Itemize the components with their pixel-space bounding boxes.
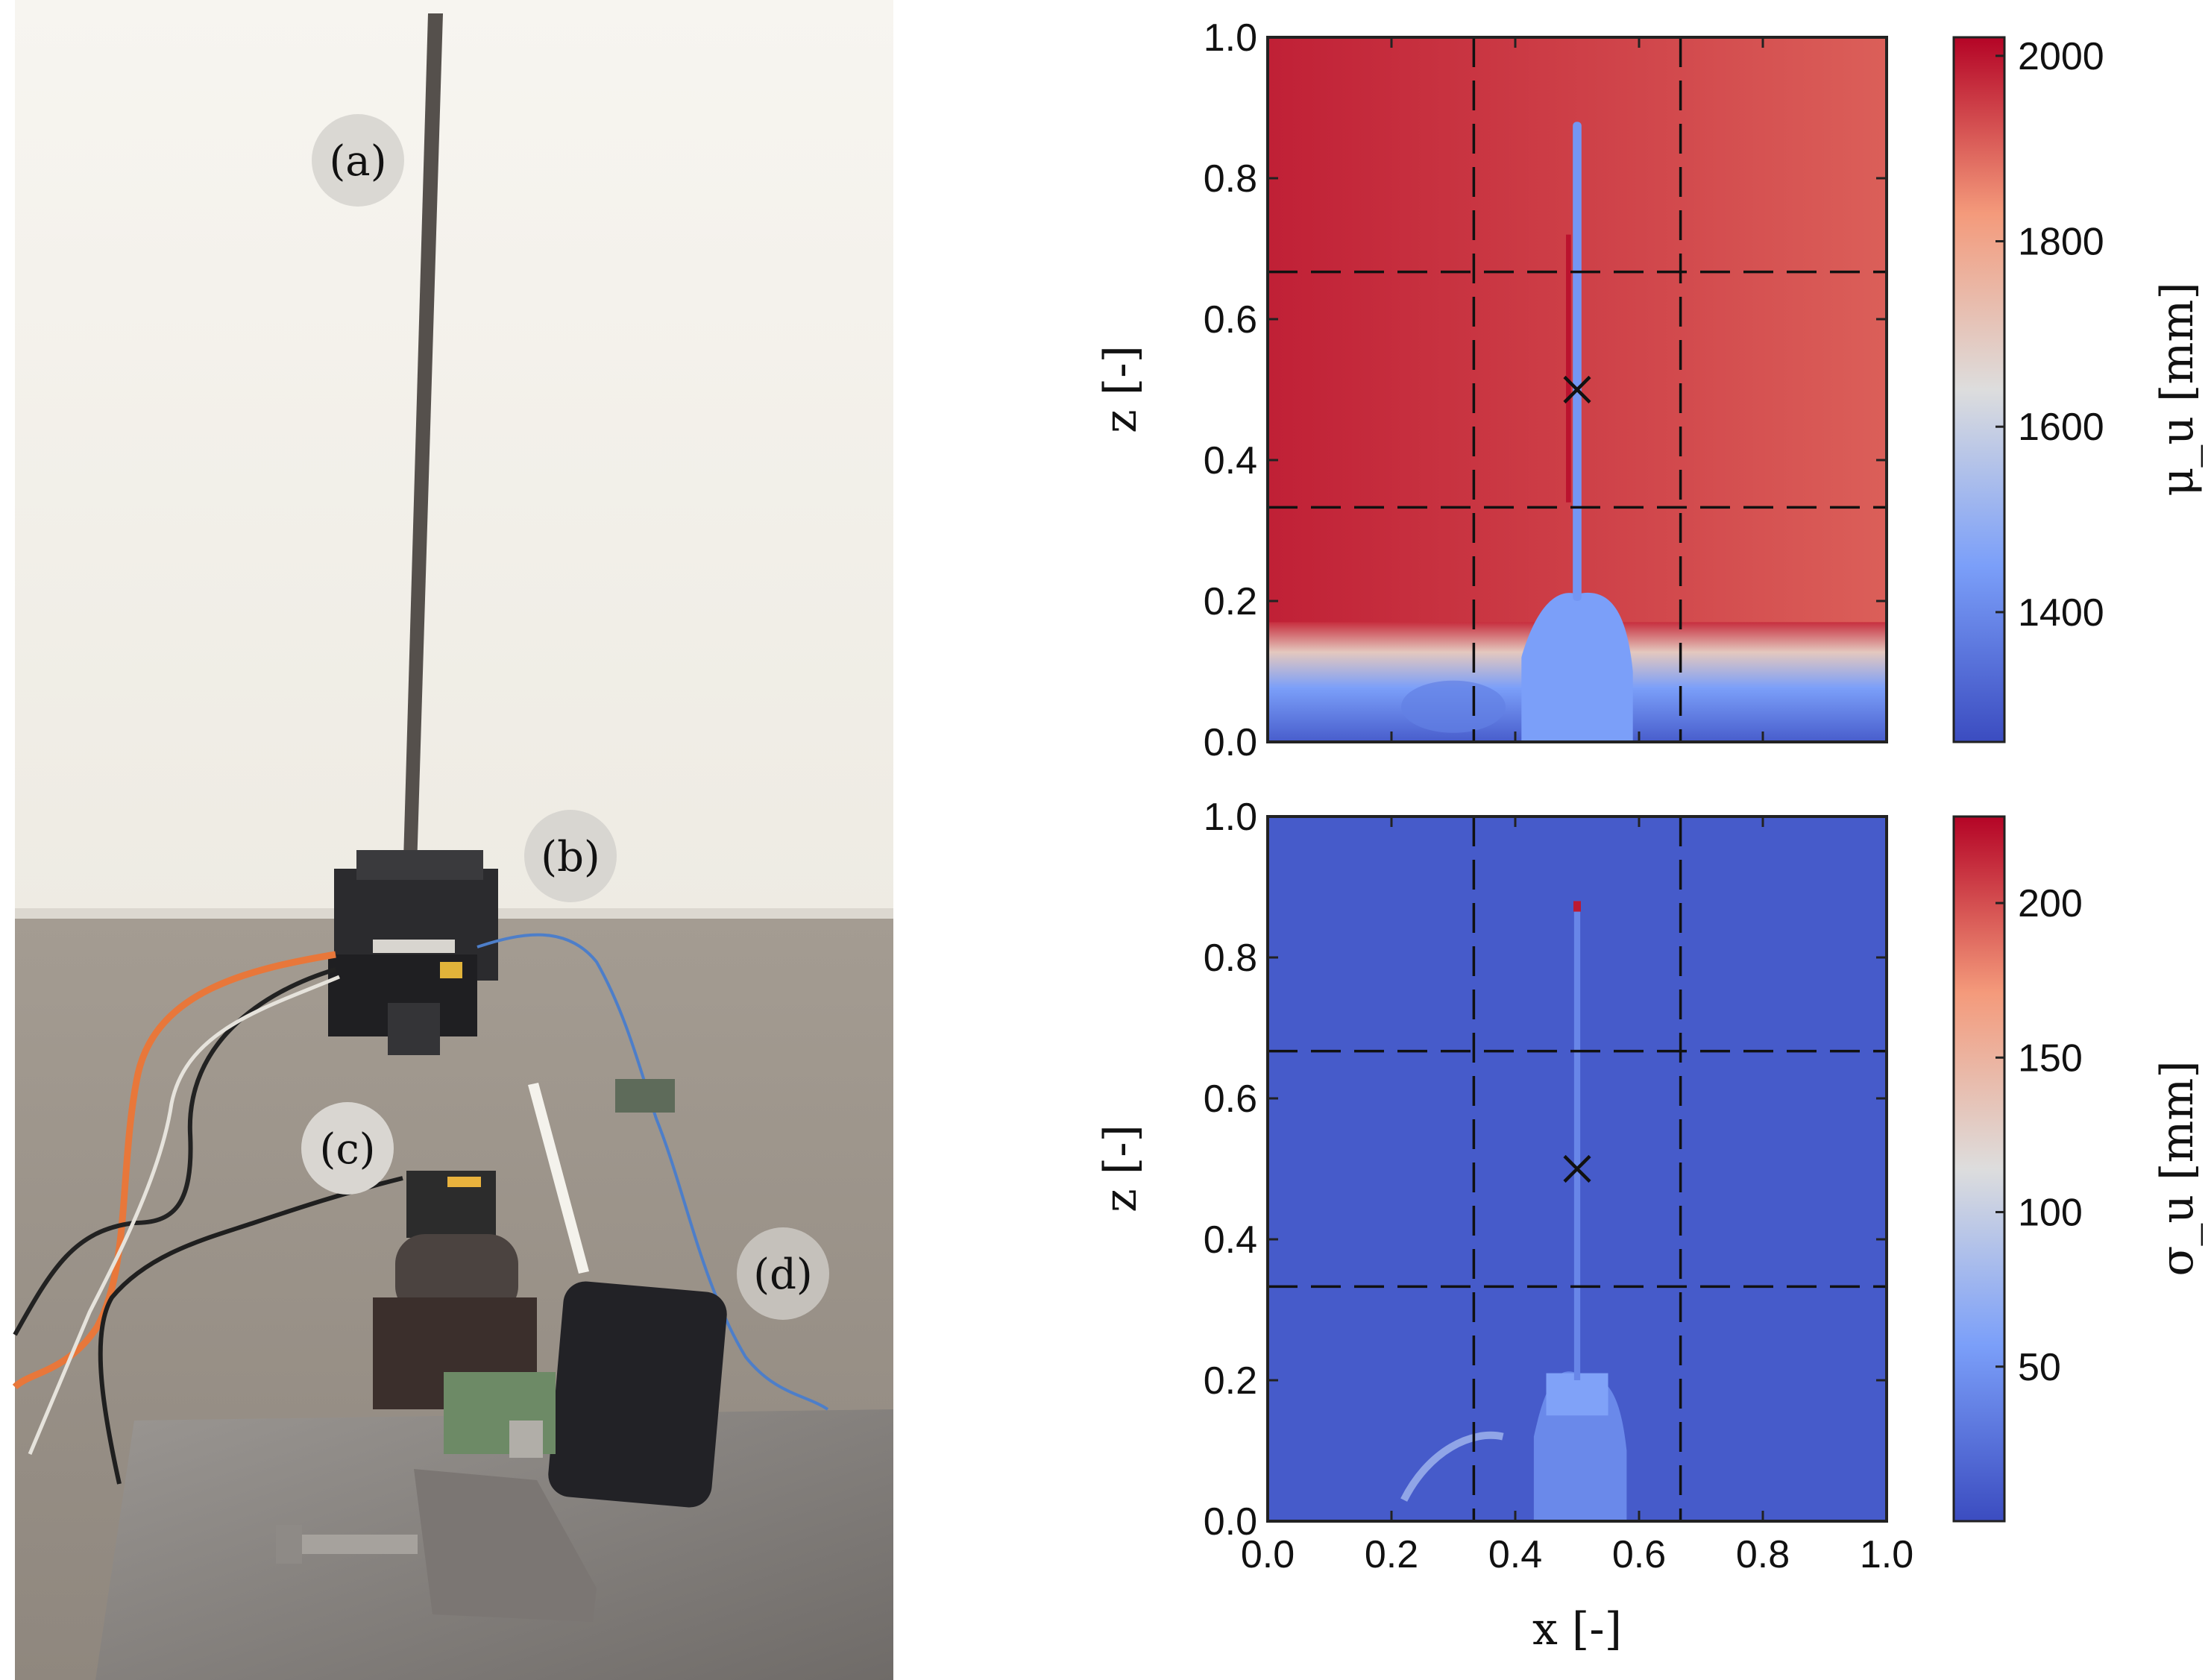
experiment-photo: (a) (b) (c) (d) — [12, 0, 893, 1680]
ytick-label: 0.8 — [1204, 937, 1257, 980]
accelerometer — [615, 1079, 675, 1113]
ytick-label: 0.6 — [1204, 1077, 1257, 1121]
ruler — [528, 1083, 589, 1274]
xtick-label: 1.0 — [1860, 1533, 1913, 1576]
ytick-label: 0.0 — [1204, 721, 1257, 764]
colorbar-tick-label: 100 — [2018, 1192, 2083, 1235]
shaker-stage — [328, 850, 498, 1055]
cross-marker — [1563, 375, 1591, 404]
colorbar-tick-label: 50 — [2018, 1346, 2061, 1389]
colorbar-tick-label: 200 — [2018, 882, 2083, 925]
wall — [15, 0, 893, 917]
panel-top: 0.0 0.2 0.4 0.6 0.8 1.0 1400 1600 1800 2000 — [1204, 16, 2104, 764]
ytick-label: 0.4 — [1204, 439, 1257, 482]
white-cable — [28, 975, 340, 1455]
svg-text:(d): (d) — [753, 1250, 813, 1299]
ytick-label: 0.6 — [1204, 298, 1257, 342]
colorbar — [1952, 36, 2006, 743]
colorbar-tick-label: 1600 — [2018, 406, 2104, 449]
callout-d: (d) — [737, 1227, 829, 1320]
ytick-label: 0.0 — [1204, 1500, 1257, 1544]
ytick-label: 0.4 — [1204, 1218, 1257, 1262]
bottom-ylabel: z [-] — [1095, 1124, 1147, 1212]
clamp-bolt — [509, 1421, 543, 1458]
xtick-label: 0.8 — [1736, 1533, 1790, 1576]
svg-text:μ_u [mm]: μ_u [mm] — [2151, 282, 2204, 496]
colorbar-tick-label: 150 — [2018, 1036, 2083, 1080]
laser-sensor — [373, 1171, 537, 1409]
callout-c: (c) — [301, 1102, 394, 1195]
field-rod — [1573, 122, 1582, 601]
bottom-colorbar-label: σ_u [mm] — [2151, 1060, 2204, 1276]
axes-frame — [1266, 36, 1888, 743]
ytick-label: 0.2 — [1204, 1359, 1257, 1403]
panel-bottom: 0.0 0.2 0.4 0.6 0.8 1.0 0.0 0.2 0.4 0.6 0.8 1.0 50 1… — [1204, 796, 2083, 1576]
colorbar — [1952, 815, 2006, 1523]
ytick-label: 1.0 — [1204, 796, 1257, 839]
ytick-label: 1.0 — [1204, 16, 1257, 60]
axes-frame — [1266, 815, 1888, 1523]
svg-text:(c): (c) — [319, 1125, 375, 1174]
xtick-label: 0.2 — [1365, 1533, 1418, 1576]
impact-pad — [548, 1281, 727, 1508]
cross-marker — [1563, 1154, 1591, 1183]
top-ylabel: z [-] — [1095, 345, 1147, 433]
svg-text:(a): (a) — [329, 137, 386, 186]
ytick-label: 0.2 — [1204, 580, 1257, 623]
field-base-region — [1521, 592, 1633, 742]
field-rod — [1573, 901, 1581, 1380]
top-colorbar-label: μ_u [mm] — [2151, 282, 2204, 496]
field-shadow — [1566, 234, 1571, 503]
svg-text:σ_u [mm]: σ_u [mm] — [2151, 1060, 2204, 1276]
colorbar-tick-label: 2000 — [2018, 35, 2104, 78]
field-blob — [1401, 680, 1506, 733]
xtick-label: 0.6 — [1612, 1533, 1666, 1576]
callout-b: (b) — [524, 810, 617, 902]
xtick-label: 0.4 — [1488, 1533, 1542, 1576]
svg-text:(b): (b) — [541, 833, 600, 881]
rod — [399, 13, 443, 1014]
screw-nut — [276, 1525, 302, 1564]
callout-a: (a) — [312, 114, 404, 207]
bottom-xlabel: x [-] — [1532, 1603, 1622, 1655]
blue-cable — [477, 933, 829, 1411]
black-cable-2 — [98, 1176, 403, 1485]
field-rod-tip — [1573, 901, 1581, 912]
ytick-label: 0.8 — [1204, 157, 1257, 201]
orange-cable — [12, 951, 336, 1390]
svg-text:z [-]: z [-] — [1095, 1124, 1147, 1212]
svg-text:z [-]: z [-] — [1095, 345, 1147, 433]
field-arc — [1400, 1431, 1504, 1502]
xtick-label: 0.0 — [1241, 1533, 1295, 1576]
wedge — [414, 1469, 597, 1622]
colorbar-tick-label: 1800 — [2018, 221, 2104, 264]
colorbar-tick-label: 1400 — [2018, 591, 2104, 635]
